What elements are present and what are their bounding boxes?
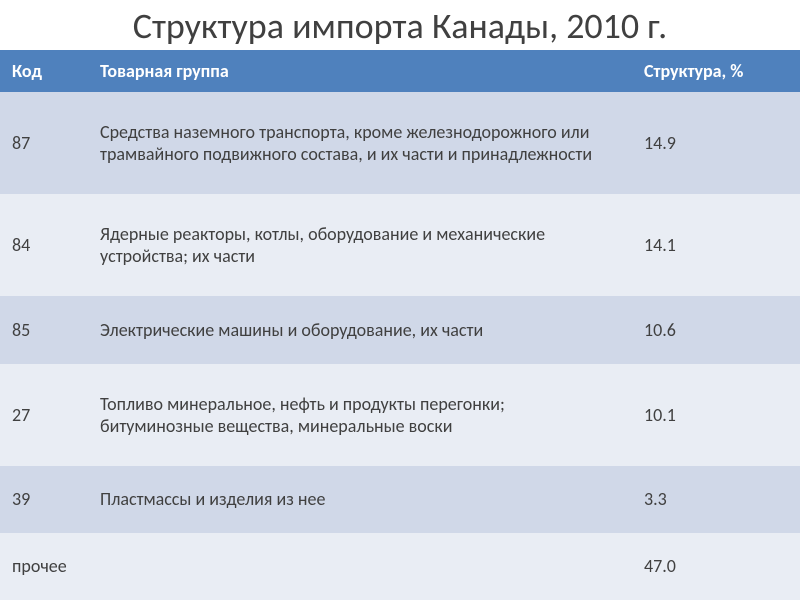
table-row: прочее 47.0	[0, 533, 800, 600]
cell-pct: 10.1	[632, 364, 800, 466]
cell-code: 27	[0, 364, 88, 466]
cell-group: Электрические машины и оборудование, их …	[88, 296, 632, 363]
col-header-code: Код	[0, 50, 88, 92]
cell-pct: 14.9	[632, 92, 800, 194]
cell-code: прочее	[0, 533, 88, 600]
table-row: 39Пластмассы и изделия из нее3.3	[0, 466, 800, 533]
cell-group: Пластмассы и изделия из нее	[88, 466, 632, 533]
table-row: 85Электрические машины и оборудование, и…	[0, 296, 800, 363]
slide-title: Структура импорта Канады, 2010 г.	[0, 0, 800, 50]
table-row: 84Ядерные реакторы, котлы, оборудование …	[0, 194, 800, 296]
cell-code: 84	[0, 194, 88, 296]
cell-pct: 3.3	[632, 466, 800, 533]
table-row: 27Топливо минеральное, нефть и продукты …	[0, 364, 800, 466]
cell-pct: 47.0	[632, 533, 800, 600]
table-body: 87Средства наземного транспорта, кроме ж…	[0, 92, 800, 600]
table-row: 87Средства наземного транспорта, кроме ж…	[0, 92, 800, 194]
table-header-row: Код Товарная группа Структура, %	[0, 50, 800, 92]
cell-code: 39	[0, 466, 88, 533]
cell-pct: 10.6	[632, 296, 800, 363]
cell-pct: 14.1	[632, 194, 800, 296]
cell-group: Топливо минеральное, нефть и продукты пе…	[88, 364, 632, 466]
col-header-pct: Структура, %	[632, 50, 800, 92]
import-structure-table: Код Товарная группа Структура, % 87Средс…	[0, 50, 800, 600]
cell-group: Ядерные реакторы, котлы, оборудование и …	[88, 194, 632, 296]
cell-code: 85	[0, 296, 88, 363]
cell-group: Средства наземного транспорта, кроме жел…	[88, 92, 632, 194]
slide: Структура импорта Канады, 2010 г. Код То…	[0, 0, 800, 600]
col-header-group: Товарная группа	[88, 50, 632, 92]
cell-code: 87	[0, 92, 88, 194]
cell-group	[88, 533, 632, 600]
